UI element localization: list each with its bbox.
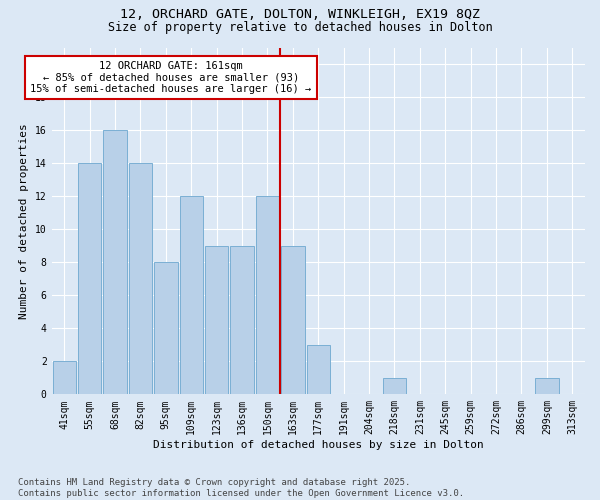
Bar — [307, 345, 330, 395]
Text: 12 ORCHARD GATE: 161sqm
← 85% of detached houses are smaller (93)
15% of semi-de: 12 ORCHARD GATE: 161sqm ← 85% of detache… — [31, 60, 311, 94]
Bar — [154, 262, 178, 394]
Bar — [78, 163, 101, 394]
Bar — [230, 246, 254, 394]
Text: Contains HM Land Registry data © Crown copyright and database right 2025.
Contai: Contains HM Land Registry data © Crown c… — [18, 478, 464, 498]
Text: 12, ORCHARD GATE, DOLTON, WINKLEIGH, EX19 8QZ: 12, ORCHARD GATE, DOLTON, WINKLEIGH, EX1… — [120, 8, 480, 20]
Bar — [53, 362, 76, 394]
Text: Size of property relative to detached houses in Dolton: Size of property relative to detached ho… — [107, 21, 493, 34]
Bar — [179, 196, 203, 394]
Bar — [103, 130, 127, 394]
Bar — [256, 196, 279, 394]
Bar — [535, 378, 559, 394]
Bar — [383, 378, 406, 394]
Y-axis label: Number of detached properties: Number of detached properties — [19, 123, 29, 319]
Bar — [129, 163, 152, 394]
X-axis label: Distribution of detached houses by size in Dolton: Distribution of detached houses by size … — [153, 440, 484, 450]
Bar — [281, 246, 305, 394]
Bar — [205, 246, 229, 394]
